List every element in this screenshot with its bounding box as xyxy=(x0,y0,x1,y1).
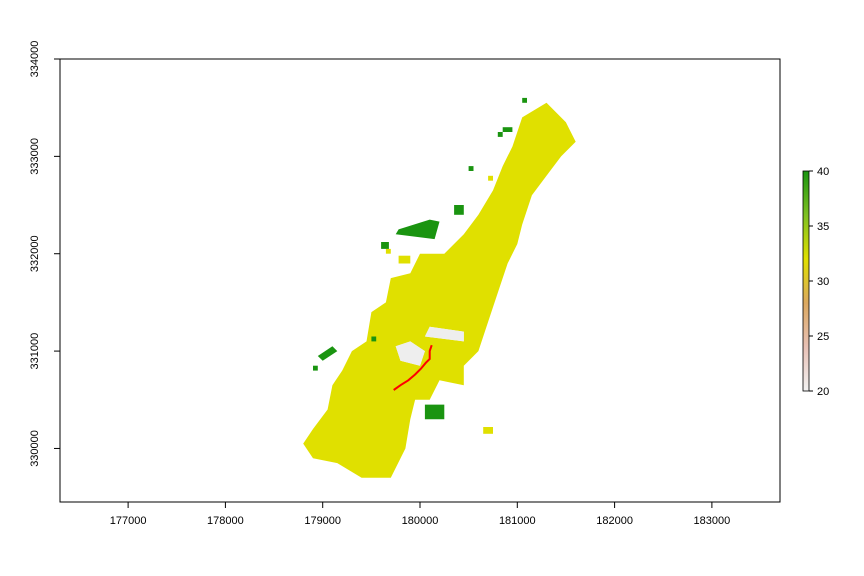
legend-tick-label: 20 xyxy=(817,386,829,398)
y-tick-label: 331000 xyxy=(29,333,41,370)
y-tick-label: 332000 xyxy=(29,235,41,272)
x-tick-label: 178000 xyxy=(207,515,244,527)
legend-color-bar xyxy=(802,170,810,392)
raster-layer xyxy=(303,97,576,478)
raster-main-patch xyxy=(488,175,493,181)
raster-high-patch xyxy=(468,166,474,171)
x-tick-label: 183000 xyxy=(694,515,731,527)
raster-high-patch xyxy=(424,404,445,420)
x-tick-label: 177000 xyxy=(110,515,147,527)
x-tick-label: 182000 xyxy=(596,515,633,527)
x-tick-label: 179000 xyxy=(304,515,341,527)
raster-low-cell xyxy=(395,341,425,366)
raster-high-patch xyxy=(497,132,503,137)
raster-high-patch xyxy=(381,242,389,249)
y-axis: 330000 331000 332000 333000 334000 xyxy=(29,41,60,467)
legend-tick-label: 40 xyxy=(817,166,829,178)
y-tick-label: 330000 xyxy=(29,430,41,467)
x-axis: 177000 178000 179000 180000 181000 182000 1830… xyxy=(110,502,731,527)
legend-tick-label: 25 xyxy=(817,331,829,343)
color-legend: 20 25 30 35 40 xyxy=(802,166,829,398)
raster-main-patch xyxy=(385,248,391,254)
y-tick-label: 334000 xyxy=(29,41,41,78)
raster-main-patch xyxy=(398,255,411,264)
red-track-line xyxy=(393,344,433,391)
raster-high-patch xyxy=(454,205,464,215)
raster-main-area xyxy=(303,102,576,478)
raster-high-patch xyxy=(395,219,440,240)
x-tick-label: 181000 xyxy=(499,515,536,527)
raster-high-patch xyxy=(313,365,318,371)
raster-main-patch xyxy=(483,427,493,434)
raster-high-patch xyxy=(317,346,338,361)
raster-high-patch xyxy=(502,127,513,132)
raster-high-patch xyxy=(371,336,377,342)
y-tick-label: 333000 xyxy=(29,138,41,175)
x-tick-label: 180000 xyxy=(402,515,439,527)
raster-low-cell xyxy=(424,326,464,342)
legend-tick-label: 35 xyxy=(817,221,829,233)
raster-high-patch xyxy=(522,97,527,103)
legend-tick-label: 30 xyxy=(817,276,829,288)
